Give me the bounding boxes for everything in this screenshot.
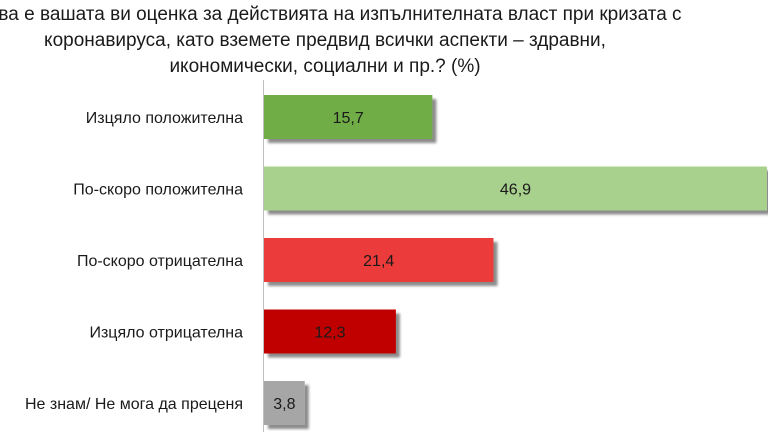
category-label-2: По-скоро положителна (73, 182, 243, 199)
chart-title: Каква е вашата ви оценка за действията н… (0, 2, 768, 80)
category-label-4: Изцяло отрицателна (89, 325, 243, 342)
value-label-5: 3,8 (273, 396, 295, 413)
category-label-5: Не знам/ Не мога да преценя (25, 396, 243, 413)
value-label-3: 21,4 (363, 253, 394, 270)
value-label-4: 12,3 (314, 325, 345, 342)
value-label-2: 46,9 (500, 182, 531, 199)
bar-3 (264, 238, 494, 282)
category-label-3: По-скоро отрицателна (77, 253, 243, 270)
category-label-1: Изцяло положителна (86, 110, 243, 127)
bar-4 (264, 309, 396, 354)
title-line-1: Каква е вашата ви оценка за действията н… (0, 4, 682, 25)
title-line-2: коронавируса, като вземете предвид всичк… (44, 30, 606, 51)
bar-2 (264, 166, 767, 211)
value-label-1: 15,7 (333, 110, 364, 127)
bar-1 (264, 95, 433, 139)
title-line-3: икономически, социални и пр.? (%) (169, 56, 481, 77)
bar-5 (264, 381, 305, 425)
